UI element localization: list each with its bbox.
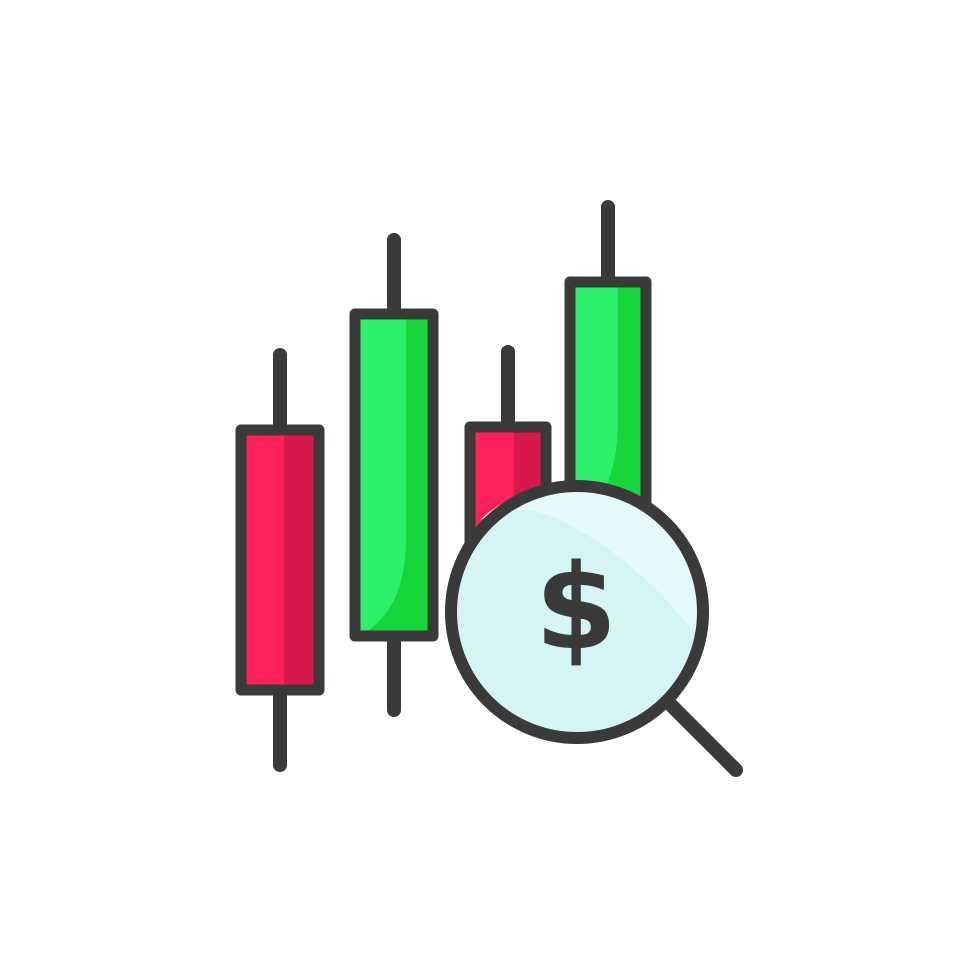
candlestick-1-shade: [284, 430, 319, 690]
magnifier-handle: [661, 695, 743, 777]
magnifier-lens-highlight: [480, 485, 704, 640]
candlestick-4-green-icon: [564, 200, 652, 518]
candlestick-2-green-icon: [349, 233, 439, 717]
candlestick-1-outline: [235, 424, 325, 696]
magnifier-rim: [445, 480, 709, 744]
magnifying-glass-icon: $: [445, 480, 743, 777]
candlestick-4-shade: [590, 282, 646, 512]
candlestick-1-red-icon: [235, 348, 325, 772]
candlestick-2-outline: [349, 308, 439, 642]
candlestick-2-shade: [360, 314, 433, 636]
dollar-sign-icon: $: [535, 538, 617, 676]
